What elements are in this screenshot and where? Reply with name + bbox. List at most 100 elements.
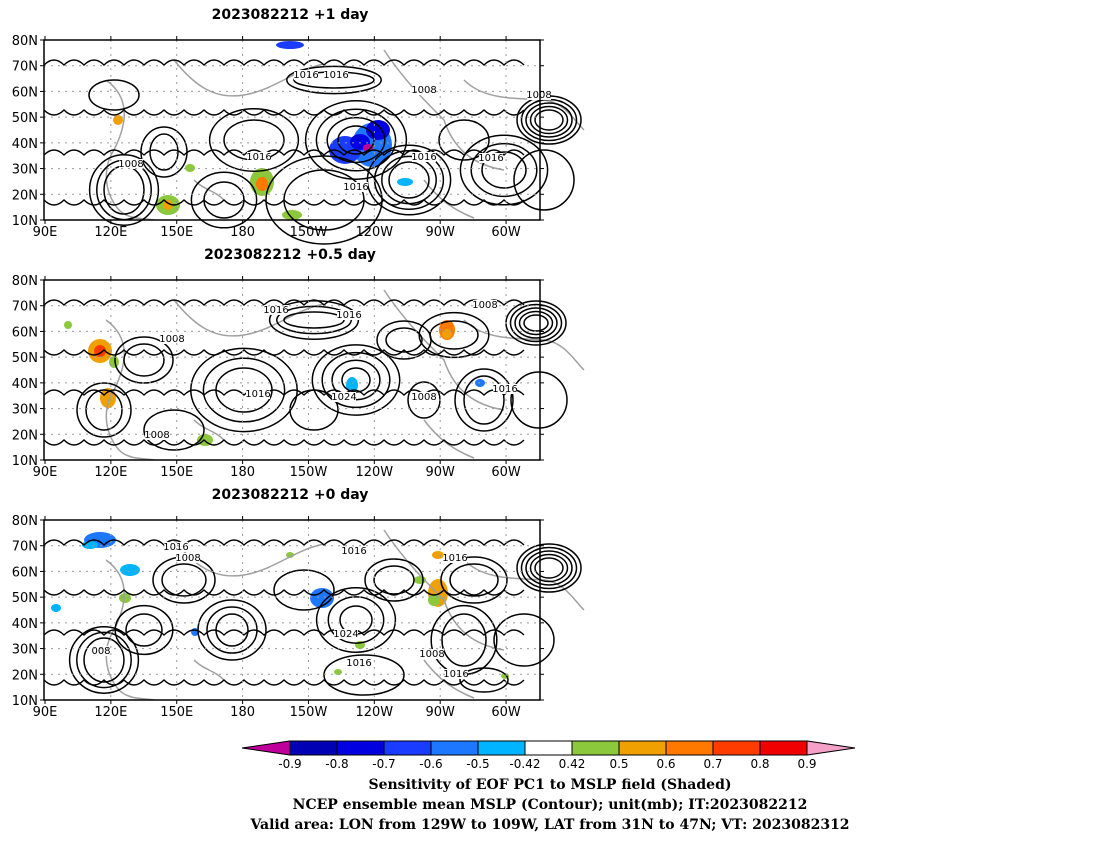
- lat-tick-label: 10N: [12, 214, 38, 229]
- colorbar-bin: [289, 740, 338, 756]
- shaded-sensitivity-area: [432, 551, 444, 559]
- colorbar-bin: [477, 740, 526, 756]
- lat-tick-label: 30N: [12, 163, 38, 178]
- lon-tick-label: 150E: [160, 225, 193, 240]
- shaded-sensitivity-area: [362, 372, 382, 388]
- lon-tick-label: 90W: [425, 705, 455, 720]
- lat-tick-label: 30N: [12, 643, 38, 658]
- colorbar-bin: [383, 740, 432, 756]
- mslp-contour-line: [68, 626, 140, 694]
- contour-label-bg: [246, 389, 270, 399]
- shaded-sensitivity-area: [109, 356, 119, 368]
- mslp-contour-line: [265, 155, 383, 245]
- colorbar-bin: [571, 740, 620, 756]
- coastline: [383, 289, 505, 411]
- mslp-contour-line: [149, 133, 179, 171]
- mslp-contour-line: [83, 637, 125, 683]
- mslp-contour-line: [493, 613, 555, 667]
- mslp-contour-line: [463, 375, 505, 425]
- contour-label-bg: [89, 646, 113, 656]
- lon-tick-label: 90E: [33, 225, 58, 240]
- contour-label: 1024: [331, 392, 356, 403]
- shaded-sensitivity-area: [51, 604, 61, 612]
- contour-label-bg: [324, 70, 348, 80]
- colorbar-bin: [759, 740, 808, 756]
- lon-tick-label: 180: [230, 465, 255, 480]
- colorbar-tick-label: -0.9: [278, 757, 301, 771]
- mslp-contour-line: [273, 569, 335, 611]
- mslp-contour-line: [283, 311, 345, 329]
- contour-label: 1008: [118, 159, 143, 170]
- mslp-contour-line: [459, 667, 509, 693]
- lat-tick-label: 50N: [12, 591, 38, 606]
- contour-label: 1016: [443, 669, 468, 680]
- mslp-contour-line: [88, 79, 140, 111]
- colorbar-arrow-high: [806, 740, 856, 756]
- mslp-contour-line: [459, 134, 549, 206]
- mslp-contour-line: [161, 563, 207, 597]
- shaded-sensitivity-area: [276, 41, 304, 49]
- coastline: [193, 179, 225, 201]
- lat-tick-label: 40N: [12, 137, 38, 152]
- mslp-contour-line: [385, 327, 423, 353]
- mslp-contour-line: [534, 557, 564, 579]
- contour-label-bg: [264, 305, 288, 315]
- lon-tick-label: 120W: [355, 225, 393, 240]
- mslp-contour-line: [321, 351, 391, 409]
- mslp-contour-line: [440, 556, 508, 604]
- mslp-contour-line: [197, 599, 267, 661]
- lat-tick-label: 60N: [12, 565, 38, 580]
- mslp-contour-line: [525, 102, 573, 138]
- lon-tick-label: 120E: [94, 225, 127, 240]
- contour-label-bg: [332, 392, 356, 402]
- mslp-contour-line: [516, 543, 582, 593]
- mslp-contour-line: [43, 349, 525, 356]
- mslp-contour-line: [534, 109, 564, 131]
- mslp-contour-line: [315, 108, 397, 172]
- caption-line-2: NCEP ensemble mean MSLP (Contour); unit(…: [292, 797, 808, 813]
- mslp-contour-line: [43, 679, 525, 686]
- mslp-contour-line: [103, 165, 145, 215]
- lon-tick-label: 180: [230, 225, 255, 240]
- contour-label-bg: [342, 546, 366, 556]
- mslp-contour-line: [529, 553, 569, 583]
- lon-tick-label: 90W: [425, 465, 455, 480]
- contour-label: 1008: [159, 334, 184, 345]
- map-panels: 1016 1016101610081016100810161008101680N7…: [12, 34, 585, 720]
- lon-tick-label: 60W: [491, 705, 521, 720]
- contour-label: 1016: [323, 70, 348, 81]
- shaded-sensitivity-area: [334, 669, 342, 675]
- colorbar-tick-label: -0.7: [372, 757, 395, 771]
- contour-label-bg: [443, 553, 467, 563]
- contour-label-bg: [337, 310, 361, 320]
- map-panel: 1016 1016 1016 1008 1016 1008 1016 1008 1016 80N 7…: [12, 34, 585, 245]
- colorbar-tick-label: -0.6: [419, 757, 442, 771]
- mslp-contour-line: [430, 604, 498, 676]
- shaded-sensitivity-area: [397, 178, 413, 186]
- contour-label: 1008: [411, 85, 436, 96]
- shaded-sensitivity-area: [382, 664, 394, 672]
- lat-tick-label: 20N: [12, 668, 38, 683]
- contour-label: 1008: [419, 649, 444, 660]
- contour-label: 1008: [411, 392, 436, 403]
- contour-label-bg: [493, 384, 517, 394]
- lon-tick-label: 60W: [491, 225, 521, 240]
- contour-label-bg: [119, 159, 143, 169]
- contour-label-bg: [334, 629, 358, 639]
- mslp-contour-line: [43, 149, 525, 156]
- lat-tick-label: 30N: [12, 403, 38, 418]
- contour-label: 1016: [478, 153, 503, 164]
- shaded-sensitivity-area: [120, 564, 140, 576]
- colorbar-bin: [524, 740, 573, 756]
- colorbar-tick-label: 0.7: [703, 757, 722, 771]
- mslp-contour-line: [190, 171, 258, 229]
- contour-label: 1008: [526, 90, 551, 101]
- colorbar-bin: [712, 740, 761, 756]
- caption-line-1: Sensitivity of EOF PC1 to MSLP field (Sh…: [368, 777, 732, 793]
- mslp-contour-line: [481, 151, 527, 189]
- mslp-contour-line: [43, 539, 525, 546]
- map-panel: 1016100810161016102410161008101600880N70…: [12, 514, 585, 720]
- mslp-contour-line: [525, 550, 573, 586]
- lon-tick-label: 90E: [33, 465, 58, 480]
